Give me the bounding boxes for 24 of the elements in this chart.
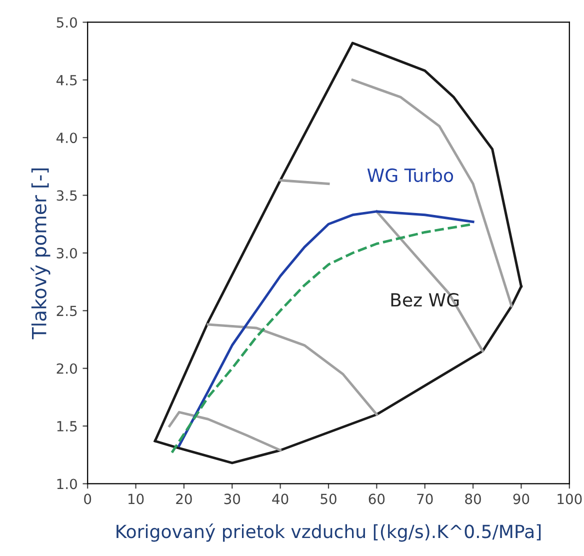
y-tick-label: 4.0 [56, 132, 77, 144]
y-tick-label: 3.0 [56, 248, 77, 258]
x-tick-label: 60 [368, 494, 385, 504]
annotation: Bez WG [391, 293, 459, 307]
x-tick-label: 80 [465, 494, 481, 504]
y-tick-label: 2.0 [56, 363, 77, 374]
y-tick-label: 4.5 [56, 75, 77, 86]
y-axis-title: Tlakový pomer [-] [30, 168, 50, 340]
y-tick-label: 3.5 [56, 190, 77, 201]
x-tick-label: 10 [128, 494, 144, 504]
x-tick-label: 40 [272, 494, 288, 504]
y-tick-label: 1.0 [57, 478, 77, 490]
annotation: WG Turbo [367, 168, 454, 182]
x-tick-label: 50 [320, 494, 336, 504]
x-tick-label: 20 [176, 494, 192, 504]
x-tick-label: 30 [224, 494, 240, 504]
x-tick-label: 100 [558, 494, 582, 504]
x-tick-label: 0 [84, 494, 92, 504]
y-tick-label: 2.5 [56, 306, 77, 316]
x-tick-label: 90 [513, 494, 530, 504]
x-axis-title: Korigovaný prietok vzduchu [(kg/s).K^0.5/MPa] [116, 524, 541, 542]
x-tick-label: 70 [417, 494, 433, 504]
y-tick-label: 5.0 [56, 17, 77, 28]
y-tick-label: 1.5 [57, 421, 77, 432]
